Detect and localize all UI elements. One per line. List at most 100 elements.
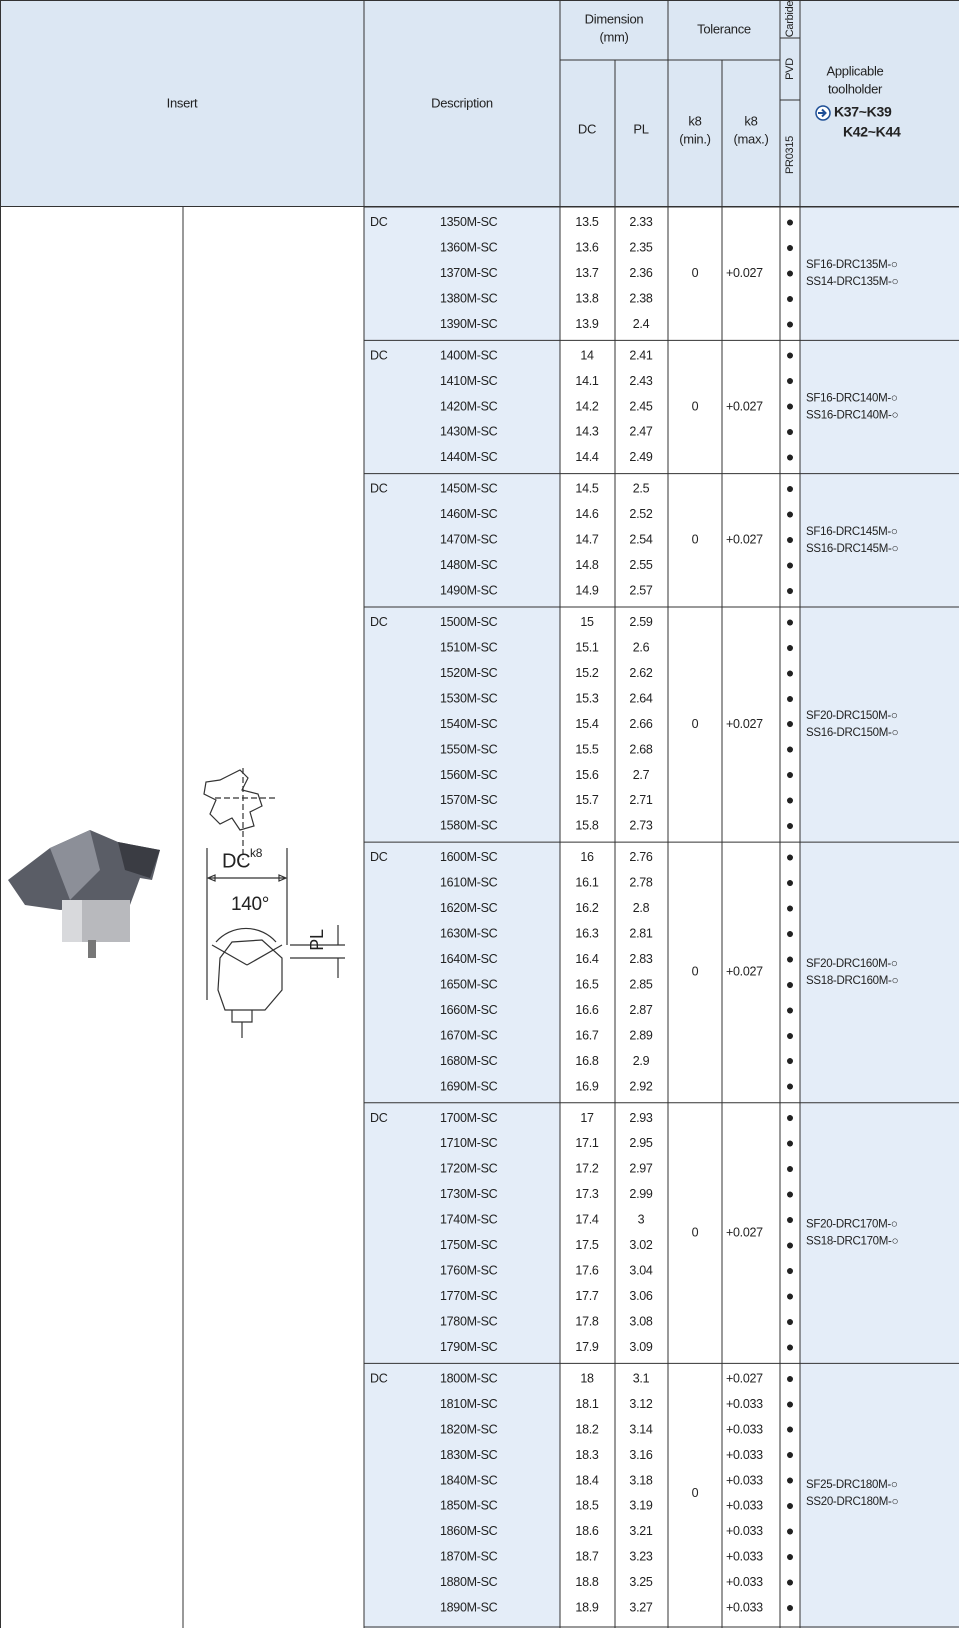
grade-mark: ● (786, 264, 794, 280)
grade-mark: ● (786, 1287, 794, 1303)
dc-label: DC (370, 215, 388, 229)
grade-mark: ● (786, 715, 794, 731)
dc-value: 14.6 (575, 507, 598, 521)
insert-code: 1670M-SC (440, 1028, 498, 1042)
insert-code: 1610M-SC (440, 876, 498, 890)
grade-mark: ● (786, 1135, 794, 1151)
insert-code: 1420M-SC (440, 399, 498, 413)
toolholder: SF16-DRC145M-○ (806, 526, 898, 538)
k8-min-sub: (min.) (679, 131, 710, 146)
grade-mark: ● (786, 372, 794, 388)
pl-value: 2.99 (629, 1187, 652, 1201)
k8-max: +0.033 (726, 1422, 763, 1436)
dc-value: 13.8 (575, 291, 598, 305)
pl-value: 2.59 (629, 615, 652, 629)
pl-value: 2.52 (629, 507, 652, 521)
dc-value: 16.8 (575, 1054, 598, 1068)
dc-label: DC (370, 482, 388, 496)
insert-code: 1450M-SC (440, 482, 498, 496)
page-arrow (818, 108, 827, 118)
insert-code: 1820M-SC (440, 1422, 498, 1436)
insert-code: 1890M-SC (440, 1601, 498, 1615)
insert-code: 1690M-SC (440, 1079, 498, 1093)
pl-value: 2.4 (633, 317, 650, 331)
insert-code: 1440M-SC (440, 450, 498, 464)
k8-max: +0.033 (726, 1575, 763, 1589)
dc-value: 14.8 (575, 558, 598, 572)
pl-value: 2.85 (629, 977, 652, 991)
pl-value: 2.93 (629, 1111, 652, 1125)
dc-value: 16 (580, 850, 594, 864)
grade-mark: ● (786, 1370, 794, 1386)
toolholder: SF20-DRC150M-○ (806, 710, 898, 722)
k8-min: 0 (692, 266, 699, 280)
pl-value: 2.97 (629, 1162, 652, 1176)
dc-value: 15.7 (575, 793, 598, 807)
pl-value: 2.49 (629, 450, 652, 464)
pl-value: 3.25 (629, 1575, 652, 1589)
dc-value: 15.1 (575, 640, 598, 654)
pl-value: 2.71 (629, 793, 652, 807)
grade-mark: ● (786, 1574, 794, 1590)
dc-value: 14.2 (575, 399, 598, 413)
dc-label: DC (370, 1371, 388, 1385)
insert-code: 1380M-SC (440, 291, 498, 305)
insert-code: 1650M-SC (440, 977, 498, 991)
grade-mark: ● (786, 239, 794, 255)
pl-value: 2.36 (629, 266, 652, 280)
dc-value: 17 (580, 1111, 594, 1125)
k8-max-sub: (max.) (733, 131, 768, 146)
k8-min: 0 (692, 533, 699, 547)
pl-value: 2.6 (633, 640, 650, 654)
grade-mark: ● (786, 1186, 794, 1202)
k8-min: 0 (692, 1486, 699, 1500)
grade-mark: ● (786, 849, 794, 865)
grade-mark: ● (786, 792, 794, 808)
toolholder: SF16-DRC135M-○ (806, 259, 898, 271)
insert-code: 1740M-SC (440, 1213, 498, 1227)
toolholder: SS16-DRC145M-○ (806, 543, 898, 555)
pl-value: 2.73 (629, 819, 652, 833)
dc-value: 16.2 (575, 901, 598, 915)
grade-mark: ● (786, 1027, 794, 1043)
pl-value: 3.27 (629, 1601, 652, 1615)
insert-code: 1510M-SC (440, 640, 498, 654)
insert-code: 1800M-SC (440, 1371, 498, 1385)
pl-value: 3.09 (629, 1340, 652, 1354)
toolholder: SF25-DRC180M-○ (806, 1479, 898, 1491)
insert-code: 1520M-SC (440, 666, 498, 680)
dc-value: 16.3 (575, 927, 598, 941)
dc-value: 17.8 (575, 1314, 598, 1328)
grade-mark: ● (786, 874, 794, 890)
applicable-header: Applicable (827, 63, 884, 78)
grade-mark: ● (786, 639, 794, 655)
holder-bg (800, 207, 959, 1628)
toolholder: SS16-DRC140M-○ (806, 410, 898, 422)
pl-value: 3 (638, 1213, 645, 1227)
insert-code: 1750M-SC (440, 1238, 498, 1252)
description-header: Description (431, 95, 493, 110)
page-ref: K37~K39 (834, 104, 892, 120)
dc-value: 13.5 (575, 215, 598, 229)
grade-mark: ● (786, 1052, 794, 1068)
grade-mark: ● (786, 290, 794, 306)
pl-value: 2.55 (629, 558, 652, 572)
dc-label: DC (370, 348, 388, 362)
pl-value: 2.64 (629, 691, 652, 705)
dc-value: 15 (580, 615, 594, 629)
grade-mark: ● (786, 976, 794, 992)
grade-header: PR0315 (784, 136, 796, 174)
pl-value: 3.02 (629, 1238, 652, 1252)
insert-code: 1580M-SC (440, 819, 498, 833)
dc-value: 18.4 (575, 1473, 598, 1487)
toolholder: SF20-DRC160M-○ (806, 958, 898, 970)
k8-max: +0.033 (726, 1448, 763, 1462)
grade-mark: ● (786, 1446, 794, 1462)
toolholder: SS18-DRC170M-○ (806, 1236, 898, 1248)
k8-max: +0.033 (726, 1601, 763, 1615)
dc-value: 18.5 (575, 1499, 598, 1513)
grade-mark: ● (786, 347, 794, 363)
k8-min-header: k8 (688, 113, 701, 128)
insert-code: 1770M-SC (440, 1289, 498, 1303)
grade-mark: ● (786, 531, 794, 547)
